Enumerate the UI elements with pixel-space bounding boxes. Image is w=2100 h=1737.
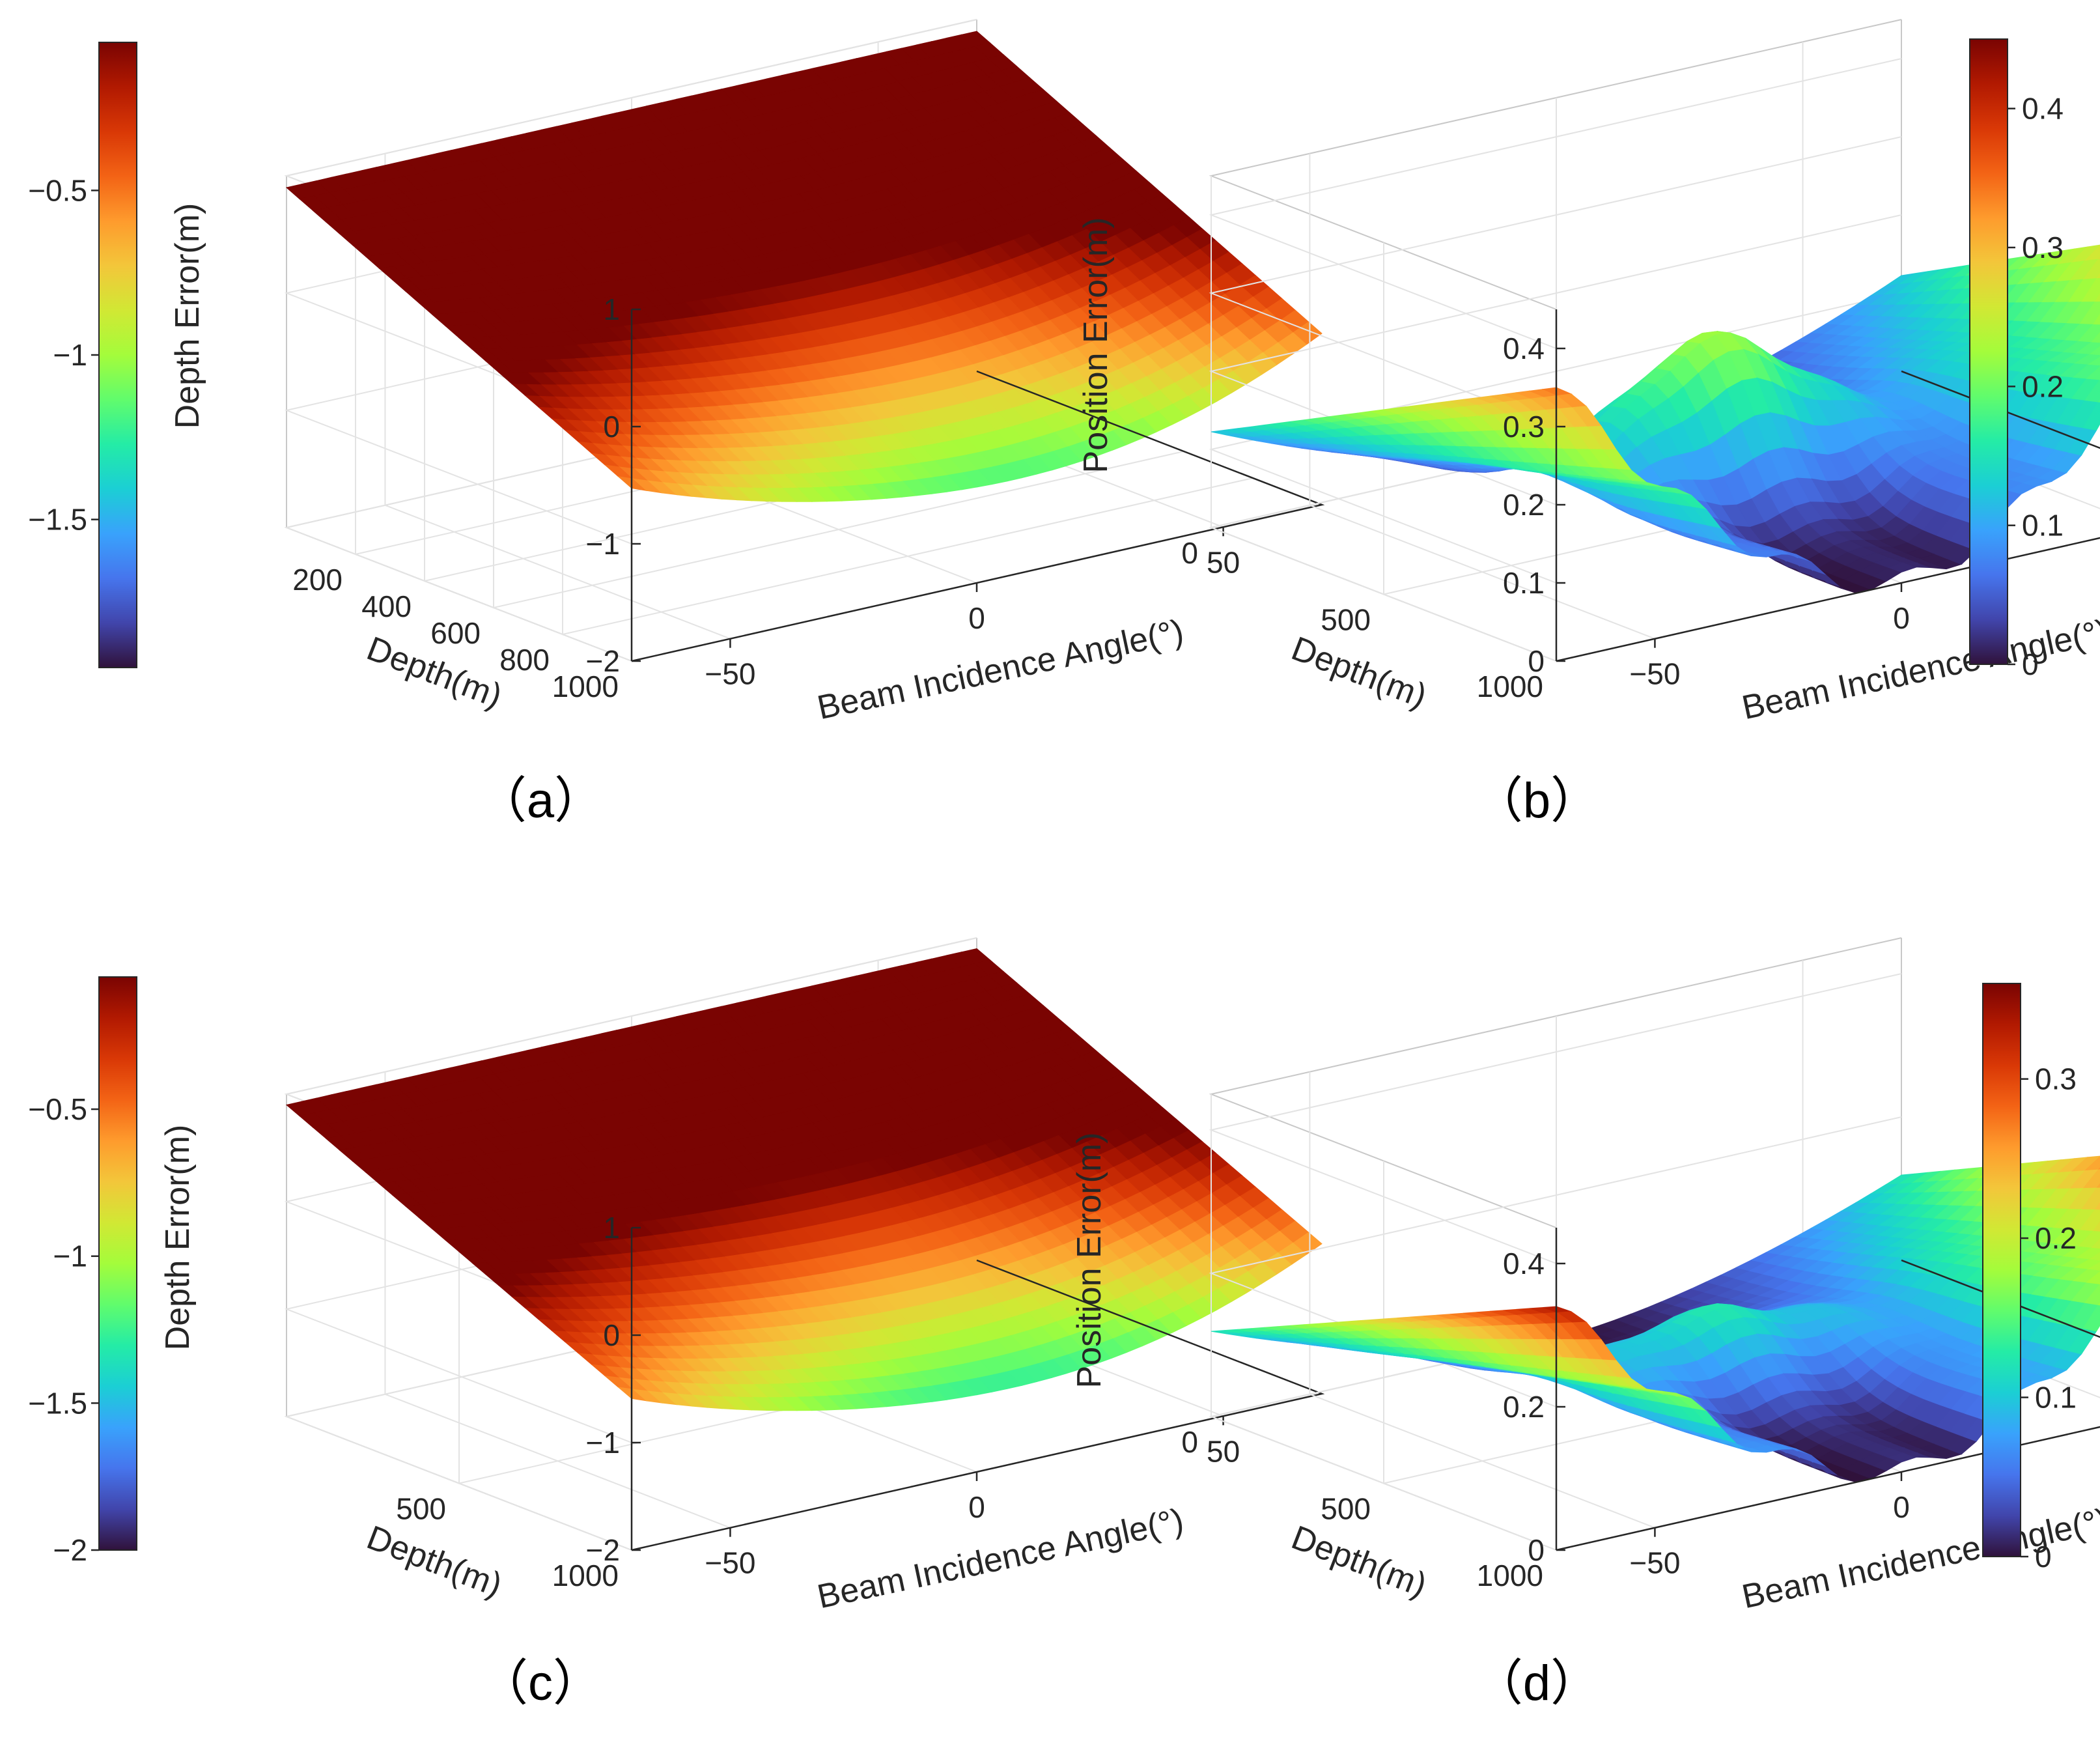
y-tick-label: 0 [1181, 1425, 1198, 1459]
x-tick-label: 50 [1207, 545, 1240, 579]
z-axis-label: Position Error(m) [1077, 218, 1115, 473]
x-axis-label: Beam Incidence Angle(°) [814, 1501, 1186, 1616]
colorbar-tick-label: 0.2 [2022, 369, 2064, 403]
y-tick-label: 400 [361, 589, 412, 623]
colorbar-bar [1969, 38, 2008, 665]
z-tick-label: 0 [603, 1318, 620, 1352]
x-tick-label: 0 [1893, 1490, 1910, 1524]
z-axis-label: Depth Error(m) [159, 1125, 197, 1351]
z-tick-label: 0.2 [1503, 488, 1545, 522]
surface [285, 31, 1323, 502]
z-tick-label: 1 [603, 292, 620, 326]
panel-caption: （c） [479, 1656, 602, 1711]
x-tick-label: 0 [968, 1490, 985, 1524]
colorbar-tick-label: −1.5 [28, 1386, 87, 1420]
colorbar-tick-label: −1.5 [28, 503, 87, 537]
x-tick-label: 0 [1893, 601, 1910, 635]
x-tick-label: −50 [1629, 1546, 1680, 1580]
x-axis-label: Beam Incidence Angle(°) [1739, 612, 2100, 727]
y-tick-label: 800 [499, 643, 550, 677]
colorbar-tick-label: −0.5 [28, 1092, 87, 1126]
y-tick-label: 0 [1181, 536, 1198, 570]
colorbar: −0.5 −1 −1.5 −2 [28, 976, 137, 1567]
z-tick-label: 0 [1528, 644, 1545, 678]
surface [1211, 244, 2100, 594]
colorbar-tick-label: 0.4 [2022, 92, 2064, 126]
colorbar-bar [98, 42, 137, 668]
x-tick-label: −50 [705, 1546, 755, 1580]
colorbar-tick-label: −1 [53, 1239, 87, 1273]
panel-caption: （b） [1474, 773, 1600, 828]
x-axis-label: Beam Incidence Angle(°) [814, 612, 1186, 727]
x-tick-label: 0 [968, 601, 985, 635]
panel-caption: （a） [477, 773, 604, 828]
colorbar-tick-label: −2 [53, 1533, 87, 1567]
colorbar-tick-label: 0.3 [2022, 231, 2064, 264]
x-tick-label: −50 [705, 657, 755, 691]
z-tick-label: 0 [603, 410, 620, 444]
z-tick-label: 1 [603, 1211, 620, 1245]
z-tick-label: −1 [586, 527, 620, 561]
colorbar: −0.5 −1 −1.5 [28, 42, 137, 668]
z-tick-label: 0.1 [1503, 566, 1545, 600]
colorbar-tick-label: −0.5 [28, 173, 87, 207]
z-tick-label: −2 [586, 1533, 620, 1567]
colorbar-tick-label: 0 [2022, 647, 2039, 681]
z-tick-label: −2 [586, 644, 620, 678]
y-tick-label: 500 [1321, 603, 1371, 637]
colorbar-tick-label: 0.1 [2022, 509, 2064, 543]
colorbar-bar [98, 976, 137, 1551]
surface [1211, 1155, 2100, 1483]
x-grid-line [1309, 1071, 1655, 1529]
z-tick-label: 0.3 [1503, 410, 1545, 444]
y-tick-label: 200 [292, 563, 343, 597]
y-axis-label: Depth(m) [362, 1519, 507, 1605]
y-tick-label: 600 [430, 616, 481, 650]
z-tick-label: −1 [586, 1426, 620, 1460]
x-grid-line [1309, 153, 1655, 640]
colorbar-tick-label: −1 [53, 338, 87, 372]
surface [285, 948, 1323, 1411]
x-tick-label: 50 [1207, 1434, 1240, 1468]
y-axis-label: Depth(m) [1287, 630, 1432, 716]
x-tick-label: −50 [1629, 657, 1680, 691]
y-tick-label: 500 [396, 1492, 446, 1526]
z-axis-label: Depth Error(m) [169, 203, 206, 429]
z-tick-label: 0.4 [1503, 332, 1545, 365]
